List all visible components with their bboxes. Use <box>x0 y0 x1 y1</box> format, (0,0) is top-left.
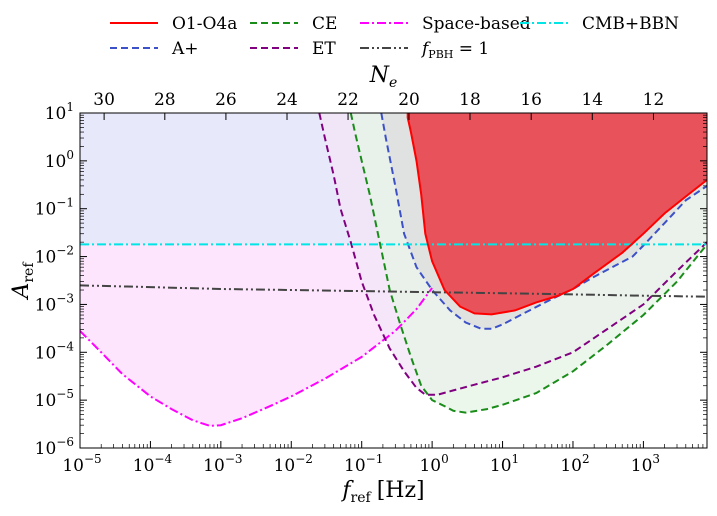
x-tick-label: 102 <box>560 452 589 476</box>
y-tick-label-exp: −6 <box>56 435 74 449</box>
y-tick-label-base: 10 <box>45 104 67 124</box>
x-tick-label-base: 10 <box>560 456 582 476</box>
top-axis-label: Ne <box>369 63 398 91</box>
x-tick-label: 103 <box>631 452 660 476</box>
legend-label-main: f <box>420 39 431 59</box>
top-tick-label: 20 <box>398 90 420 110</box>
x-tick-label-base: 10 <box>203 456 225 476</box>
x-tick-label-base: 10 <box>631 456 653 476</box>
y-tick-label-base: 10 <box>45 152 67 172</box>
legend-label: CMB+BBN <box>582 14 679 34</box>
x-axis-label: fref [Hz] <box>340 478 424 506</box>
y-tick-label: 101 <box>45 100 74 124</box>
legend-label-rest: = 1 <box>453 39 489 59</box>
x-tick-label-exp: −2 <box>295 452 313 466</box>
region-space-lower <box>80 244 433 426</box>
y-tick-label: 10−3 <box>35 291 74 315</box>
legend-label: CE <box>312 14 337 34</box>
curve-et <box>318 113 707 396</box>
y-tick-label-base: 10 <box>35 295 57 315</box>
top-tick-label: 26 <box>215 90 237 110</box>
legend-label: A+ <box>171 39 199 59</box>
y-tick-label-base: 10 <box>35 391 57 411</box>
y-tick-label-base: 10 <box>35 439 57 459</box>
x-tick-label: 101 <box>490 452 519 476</box>
x-axis-label-unit: [Hz] <box>377 478 425 503</box>
plot-frame <box>79 112 708 449</box>
legend-label: O1-O4a <box>172 14 237 34</box>
y-tick-label: 10−2 <box>35 244 74 268</box>
y-tick-label: 100 <box>45 148 74 172</box>
y-tick-label-exp: −4 <box>56 339 74 353</box>
top-tick-label: 24 <box>276 90 298 110</box>
x-tick-label: 10−3 <box>203 452 242 476</box>
x-tick-label: 10−5 <box>62 452 101 476</box>
x-tick-label: 10−2 <box>274 452 313 476</box>
curves <box>80 113 707 427</box>
x-tick-label-base: 10 <box>490 456 512 476</box>
top-axis-label-sub: e <box>389 75 397 91</box>
region-o1-o4a <box>407 113 707 315</box>
top-tick-label: 16 <box>520 90 542 110</box>
x-tick-label-exp: −1 <box>366 452 384 466</box>
top-tick-label: 30 <box>93 90 115 110</box>
y-axis-label-sub: ref <box>21 261 37 283</box>
x-tick-label: 100 <box>419 452 448 476</box>
x-tick-label-exp: 0 <box>441 452 449 466</box>
curve-ce <box>349 113 707 414</box>
curve-f-pbh-1 <box>80 284 707 298</box>
y-tick-label-exp: −1 <box>56 196 74 210</box>
axis-ticks <box>79 112 708 449</box>
x-tick-label-exp: 1 <box>512 452 520 466</box>
x-tick-label-exp: 3 <box>652 452 660 466</box>
x-tick-label-base: 10 <box>419 456 441 476</box>
legend: O1-O4a CE Space-based CMB+BBN A+ ET fPBH = 1 <box>110 14 679 61</box>
x-tick-label: 10−4 <box>133 452 173 476</box>
y-tick-label-exp: 1 <box>66 100 74 114</box>
shaded-regions <box>80 113 707 426</box>
legend-label: ET <box>312 39 336 59</box>
top-tick-label: 12 <box>643 90 665 110</box>
x-tick-label-exp: −5 <box>84 452 102 466</box>
top-tick-label: 14 <box>581 90 603 110</box>
x-tick-label-base: 10 <box>133 456 155 476</box>
y-tick-label: 10−6 <box>35 435 74 459</box>
legend-label: Space-based <box>422 14 531 34</box>
x-tick-label-exp: −3 <box>225 452 243 466</box>
x-tick-label-exp: −4 <box>154 452 172 466</box>
y-tick-label: 10−5 <box>35 387 74 411</box>
y-tick-label-exp: −5 <box>56 387 74 401</box>
y-tick-label: 10−1 <box>35 196 74 220</box>
top-tick-label: 28 <box>154 90 176 110</box>
top-tick-label: 22 <box>337 90 359 110</box>
top-tick-label: 18 <box>459 90 481 110</box>
x-tick-label: 10−1 <box>344 452 383 476</box>
x-tick-label-exp: 2 <box>582 452 590 466</box>
curve-o1-o4a <box>406 113 707 316</box>
y-tick-label-exp: −3 <box>56 291 74 305</box>
legend-label-sub: PBH <box>428 48 453 61</box>
legend-label: fPBH = 1 <box>420 39 489 61</box>
y-tick-label-exp: −2 <box>56 244 74 258</box>
curve-space-based <box>80 287 433 427</box>
x-axis-label-sub: ref <box>351 490 373 506</box>
x-tick-label-base: 10 <box>344 456 366 476</box>
top-axis-label-main: N <box>369 63 390 88</box>
y-tick-label: 10−4 <box>35 339 75 363</box>
x-tick-label-base: 10 <box>62 456 84 476</box>
y-tick-label-base: 10 <box>35 248 57 268</box>
y-tick-label-exp: 0 <box>66 148 74 162</box>
y-tick-label-base: 10 <box>35 343 57 363</box>
x-tick-label-base: 10 <box>274 456 296 476</box>
tick-labels: 10−5 10−4 10−3 10−2 10−1 100 101 102 10310−610−5… <box>35 90 665 476</box>
y-axis-label: Aref <box>9 261 37 301</box>
y-tick-label-base: 10 <box>35 200 57 220</box>
y-axis-label-main: A <box>9 283 34 301</box>
